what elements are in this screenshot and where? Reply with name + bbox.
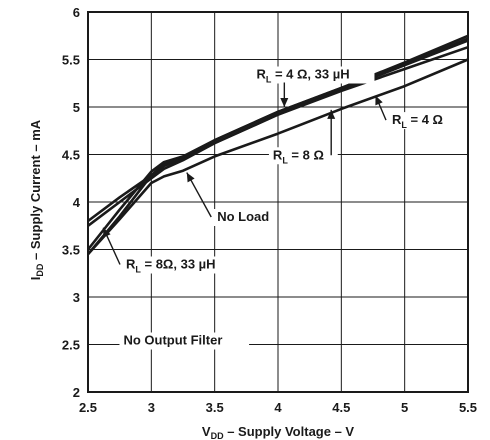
annotation-background xyxy=(213,209,275,226)
x-tick-label: 4 xyxy=(274,400,282,415)
annotation-label: No Load xyxy=(217,209,269,224)
x-tick-label: 4.5 xyxy=(332,400,350,415)
y-tick-label: 5.5 xyxy=(62,53,80,68)
annotation-background xyxy=(388,112,457,130)
annotation-background xyxy=(122,256,237,274)
x-axis-label: VDD – Supply Voltage – V xyxy=(202,424,355,440)
x-tick-label: 5.5 xyxy=(459,400,477,415)
annotation-background xyxy=(119,332,250,350)
y-tick-labels: 2 2.5 3 3.5 4 4.5 5 5.5 6 xyxy=(62,5,81,400)
annotation-label: RL = 4 Ω xyxy=(392,112,443,130)
annotation-arrowhead xyxy=(103,227,111,238)
annotation-arrowhead xyxy=(327,109,336,119)
x-tick-label: 3 xyxy=(148,400,155,415)
series-line xyxy=(87,58,469,256)
y-tick-label: 2 xyxy=(73,385,80,400)
y-axis-label: IDD – Supply Current – mA xyxy=(28,119,45,280)
y-tick-label: 2.5 xyxy=(62,338,80,353)
x-tick-label: 2.5 xyxy=(79,400,97,415)
annotation-label: No Output Filter xyxy=(123,333,222,348)
y-tick-label: 6 xyxy=(73,5,80,20)
annotation-arrowhead xyxy=(186,172,195,183)
plot-frame xyxy=(87,11,469,393)
y-tick-label: 4.5 xyxy=(62,148,80,163)
annotations: RL = 4 Ω, 33 µH RL = 4 Ω RL = 8 Ω No Load RL… xyxy=(102,66,457,350)
annotation-background xyxy=(268,147,338,165)
x-tick-label: 3.5 xyxy=(206,400,224,415)
annotation-arrowhead xyxy=(375,95,383,106)
y-tick-label: 3 xyxy=(73,290,80,305)
y-tick-label: 4 xyxy=(73,195,81,210)
y-tick-label: 3.5 xyxy=(62,243,80,258)
x-tick-labels: 2.5 3 3.5 4 4.5 5 5.5 xyxy=(79,400,477,415)
annotation-background xyxy=(252,66,375,84)
x-tick-label: 5 xyxy=(401,400,408,415)
annotation-label: RL = 8Ω, 33 µH xyxy=(126,257,216,275)
annotation-arrowhead xyxy=(280,98,289,107)
y-tick-label: 5 xyxy=(73,100,80,115)
annotation-label: RL = 8 Ω xyxy=(273,147,324,165)
annotation-label: RL = 4 Ω, 33 µH xyxy=(256,67,349,85)
